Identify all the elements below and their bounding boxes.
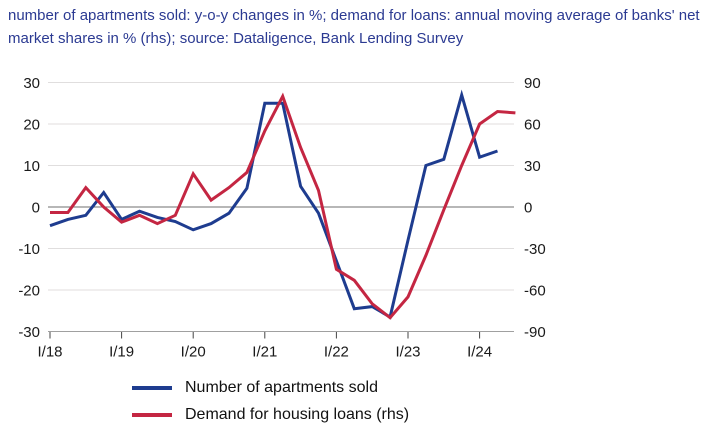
housing-loans-line (50, 92, 516, 320)
x-axis-tick-label: I/22 (324, 344, 349, 361)
legend-item-apartments: Number of apartments sold (132, 379, 409, 397)
left-axis-tick-label: 20 (23, 117, 40, 134)
right-axis-tick-label: -60 (524, 283, 546, 300)
left-axis-tick-label: -10 (18, 241, 40, 258)
x-axis-tick-label: I/20 (181, 344, 206, 361)
legend-label-loans: Demand for housing loans (rhs) (185, 406, 410, 423)
x-axis-tick-label: I/18 (37, 344, 62, 361)
left-axis-tick-label: -20 (18, 283, 40, 300)
right-axis-tick-label: 90 (524, 75, 541, 92)
apartments-line-swatch (132, 386, 172, 390)
left-axis-tick-label: 0 (32, 200, 40, 217)
right-axis-tick-label: -30 (524, 241, 546, 258)
apartments-sold-line (49, 89, 498, 320)
right-axis-tick-label: 0 (524, 200, 532, 217)
x-axis-tick-label: I/21 (252, 344, 277, 361)
legend-item-loans: Demand for housing loans (rhs) (132, 406, 409, 424)
left-axis-tick-label: 30 (23, 75, 40, 92)
legend: Number of apartments sold Demand for hou… (132, 379, 409, 433)
chart-caption: number of apartments sold: y-o-y changes… (8, 7, 700, 47)
x-axis-tick-label: I/24 (467, 344, 492, 361)
loans-line-swatch (132, 413, 172, 417)
x-axis-tick-label: I/19 (109, 344, 134, 361)
left-axis-tick-label: -30 (18, 324, 40, 341)
left-axis-tick-label: 10 (23, 158, 40, 175)
right-axis-tick-label: -90 (524, 324, 546, 341)
x-axis-tick-label: I/23 (395, 344, 420, 361)
legend-label-apartments: Number of apartments sold (185, 379, 378, 396)
right-axis-tick-label: 60 (524, 117, 541, 134)
right-axis-tick-label: 30 (524, 158, 541, 175)
